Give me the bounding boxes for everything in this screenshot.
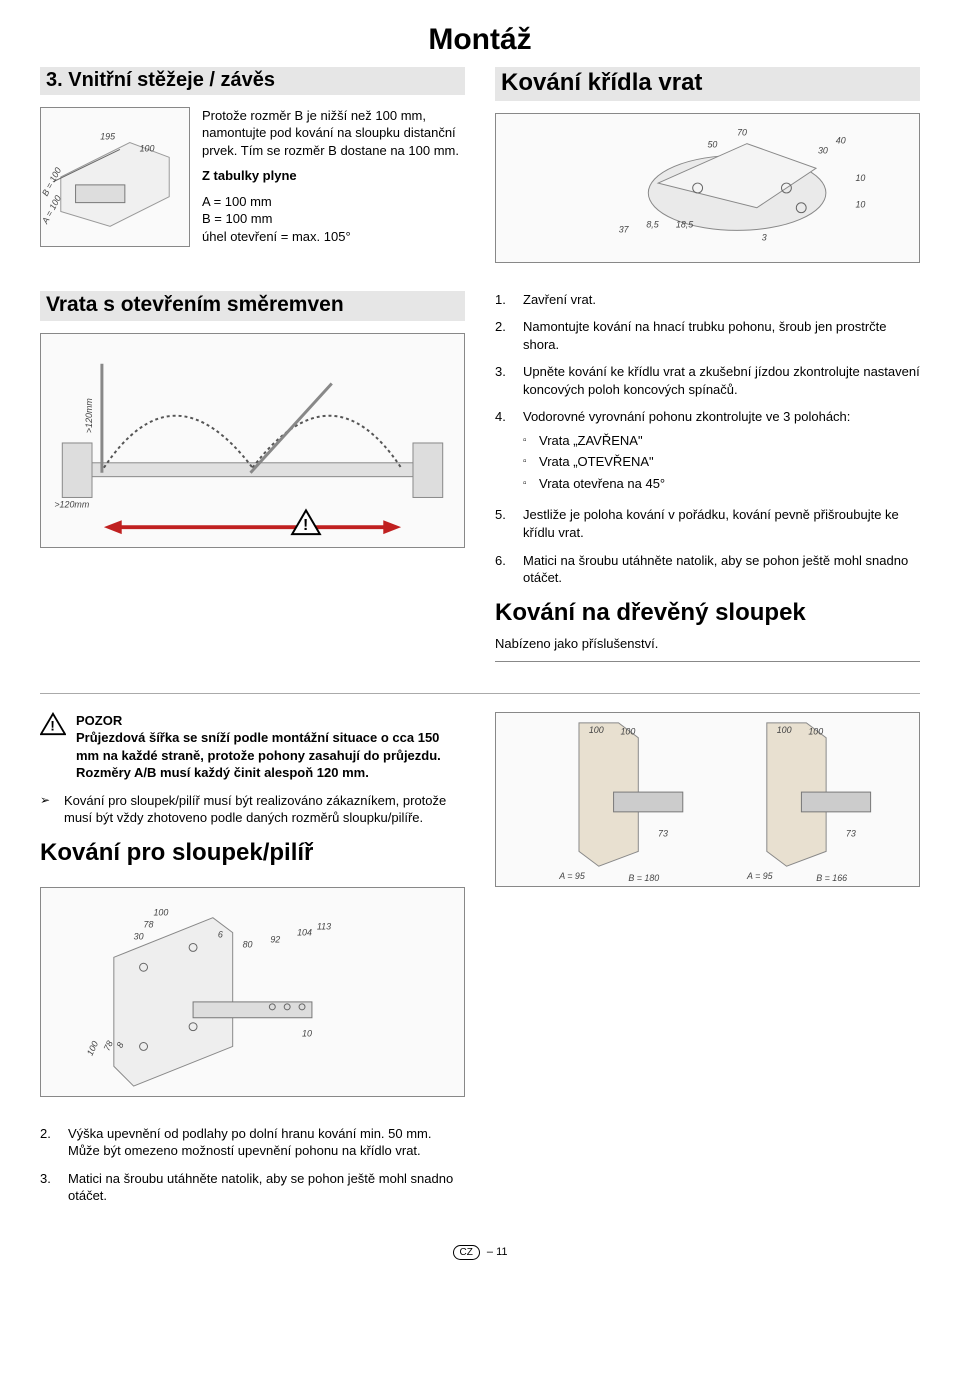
footer-cz: CZ <box>453 1245 480 1261</box>
outward-step-5: 5.Jestliže je poloha kování v pořádku, k… <box>495 506 920 541</box>
outward-step-1: 1.Zavření vrat. <box>495 291 920 309</box>
svg-text:10: 10 <box>302 1028 312 1038</box>
page-footer: CZ – 11 <box>40 1245 920 1261</box>
section3-table-heading: Z tabulky plyne <box>202 167 465 185</box>
outward-step-4b: Vrata „OTEVŘENA" <box>523 453 850 471</box>
svg-text:10: 10 <box>856 173 866 183</box>
svg-text:100: 100 <box>85 1039 100 1057</box>
svg-text:!: ! <box>303 517 308 534</box>
section3-angle: úhel otevření = max. 105° <box>202 228 465 246</box>
attention-bullet: ➢ Kování pro sloupek/pilíř musí být real… <box>40 792 465 827</box>
wing-fitting-heading: Kování křídla vrat <box>501 67 702 99</box>
outward-step-4c: Vrata otevřena na 45° <box>523 475 850 493</box>
svg-text:100: 100 <box>621 726 636 736</box>
wing-fitting-header-bar: Kování křídla vrat <box>495 67 920 101</box>
outward-steps: 1.Zavření vrat. 2.Namontujte kování na h… <box>495 291 920 587</box>
dim-a100: A = 100 <box>41 193 63 226</box>
svg-text:70: 70 <box>737 127 747 137</box>
svg-text:37: 37 <box>619 224 630 234</box>
svg-text:100: 100 <box>808 726 823 736</box>
outward-step-4: 4. Vodorovné vyrovnání pohonu zkontroluj… <box>495 408 920 496</box>
svg-text:B = 180: B = 180 <box>628 873 659 883</box>
wing-fitting-figure: 70 50 40 30 10 10 37 8,5 18,5 3 <box>495 113 920 263</box>
attention-text2: Rozměry A/B musí každý činit alespoň 120… <box>76 764 465 782</box>
section3-heading: 3. Vnitřní stěžeje / závěs <box>46 67 275 94</box>
bottom-step-2: 2.Výška upevnění od podlahy po dolní hra… <box>40 1125 465 1160</box>
attention-label: POZOR <box>76 712 465 730</box>
svg-text:73: 73 <box>658 828 668 838</box>
svg-text:100: 100 <box>777 724 792 734</box>
wooden-note: Nabízeno jako příslušenství. <box>495 635 920 653</box>
outward-step-6: 6.Matici na šroubu utáhněte natolik, aby… <box>495 552 920 587</box>
svg-text:80: 80 <box>243 939 253 949</box>
outward-step-3: 3.Upněte kování ke křídlu vrat a zkušebn… <box>495 363 920 398</box>
svg-text:3: 3 <box>762 232 767 242</box>
svg-text:>120mm: >120mm <box>54 499 89 509</box>
section3-text: Protože rozměr B je nižší než 100 mm, na… <box>202 107 465 247</box>
svg-text:A = 95: A = 95 <box>558 871 585 881</box>
wooden-pillar-figure: 100 100 73 A = 95 B = 180 100 100 73 A =… <box>495 712 920 887</box>
svg-text:73: 73 <box>846 828 856 838</box>
outward-step-2: 2.Namontujte kování na hnací trubku poho… <box>495 318 920 353</box>
wooden-heading: Kování na dřevěný sloupek <box>495 597 920 629</box>
svg-text:113: 113 <box>317 921 331 931</box>
pillar-heading: Kování pro sloupek/pilíř <box>40 837 465 869</box>
bottom-step-3: 3.Matici na šroubu utáhněte natolik, aby… <box>40 1170 465 1205</box>
attention-text1: Průjezdová šířka se sníží podle montážní… <box>76 729 465 764</box>
svg-text:30: 30 <box>134 931 144 941</box>
attention-block: ! POZOR Průjezdová šířka se sníží podle … <box>40 712 465 782</box>
svg-text:104: 104 <box>297 927 312 937</box>
svg-text:>120mm: >120mm <box>84 398 94 433</box>
warning-icon: ! <box>40 712 66 736</box>
outward-header-bar: Vrata s otevřením směremven <box>40 291 465 321</box>
arrow-icon: ➢ <box>40 792 54 827</box>
svg-text:10: 10 <box>856 199 866 209</box>
svg-text:78: 78 <box>102 1039 115 1052</box>
outward-figure: >120mm >120mm ! <box>40 333 465 548</box>
svg-text:100: 100 <box>153 907 168 917</box>
svg-text:8,5: 8,5 <box>646 219 658 229</box>
svg-text:92: 92 <box>270 934 280 944</box>
svg-text:6: 6 <box>218 929 223 939</box>
section3-b: B = 100 mm <box>202 210 465 228</box>
svg-text:78: 78 <box>144 919 154 929</box>
svg-text:18,5: 18,5 <box>676 219 693 229</box>
section3-a: A = 100 mm <box>202 193 465 211</box>
svg-text:100: 100 <box>589 724 604 734</box>
section3-para1: Protože rozměr B je nižší než 100 mm, na… <box>202 107 465 160</box>
bottom-steps: 2.Výška upevnění od podlahy po dolní hra… <box>40 1125 465 1205</box>
dim-b100: B = 100 <box>41 165 63 197</box>
page-title: Montáž <box>40 20 920 61</box>
svg-text:A = 95: A = 95 <box>746 871 773 881</box>
dim-195: 195 <box>100 131 115 141</box>
wooden-box-top-line <box>495 661 920 675</box>
footer-page: – 11 <box>487 1246 508 1258</box>
section3-header-bar: 3. Vnitřní stěžeje / závěs <box>40 67 465 95</box>
svg-text:!: ! <box>50 717 55 733</box>
svg-text:50: 50 <box>708 139 718 149</box>
svg-text:B = 166: B = 166 <box>816 873 847 883</box>
svg-text:30: 30 <box>818 145 828 155</box>
svg-text:40: 40 <box>836 135 846 145</box>
dim-100: 100 <box>140 143 155 153</box>
outward-step-4a: Vrata „ZAVŘENA" <box>523 432 850 450</box>
pillar-bracket-figure: 100 78 30 6 80 92 104 113 100 78 8 10 <box>40 887 465 1097</box>
section3-figure: 195 100 B = 100 A = 100 <box>40 107 190 247</box>
outward-heading: Vrata s otevřením směremven <box>46 291 344 319</box>
